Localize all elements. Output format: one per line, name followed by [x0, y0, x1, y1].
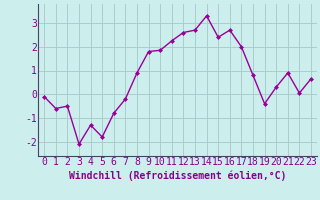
X-axis label: Windchill (Refroidissement éolien,°C): Windchill (Refroidissement éolien,°C) [69, 170, 286, 181]
